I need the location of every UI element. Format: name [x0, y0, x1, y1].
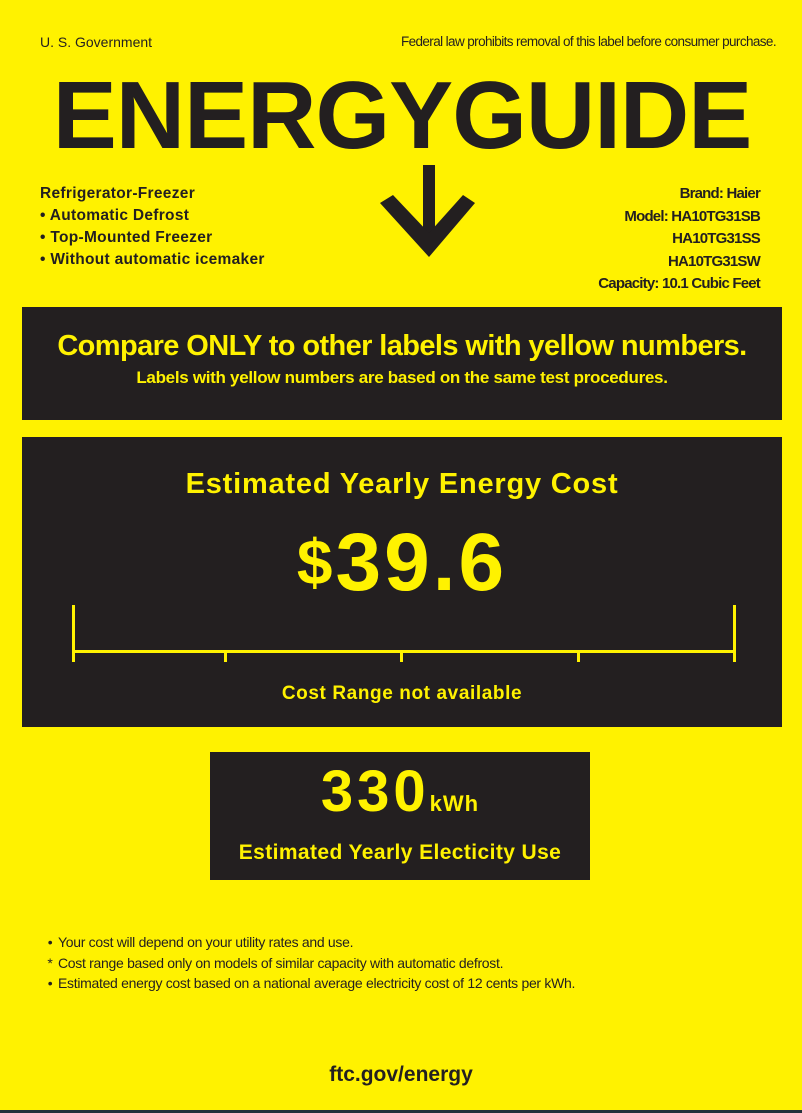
bottom-border — [0, 1110, 802, 1113]
note-item: • Estimated energy cost based on a nation… — [47, 975, 576, 991]
brand: Brand: Haier — [679, 185, 761, 202]
model-info: Brand: Haier Model: HA10TG31SB HA10TG31S… — [598, 183, 761, 296]
product-info: Refrigerator-Freezer • Automatic Defrost… — [40, 183, 265, 271]
model-extra: HA10TG31SS — [672, 230, 761, 247]
us-government-label: U. S. Government — [40, 34, 153, 50]
scale-tick — [224, 650, 227, 662]
cost-heading: Estimated Yearly Energy Cost — [185, 468, 619, 500]
note-item: * Cost range based only on models of simi… — [47, 954, 504, 971]
product-type: Refrigerator-Freezer — [40, 185, 196, 202]
federal-notice: Federal law prohibits removal of this la… — [400, 34, 777, 49]
feature-item: • Without automatic icemaker — [40, 251, 265, 268]
cost-range-scale — [72, 605, 736, 662]
electricity-label: Estimated Yearly Electicity Use — [238, 841, 562, 864]
note-item: • Your cost will depend on your utility r… — [47, 934, 354, 950]
model-extra: HA10TG31SW — [667, 252, 761, 270]
cost-range-note: Cost Range not available — [281, 683, 523, 704]
scale-tick — [577, 650, 580, 662]
cost-value: $39.6 — [296, 517, 508, 608]
feature-item: • Automatic Defrost — [40, 207, 190, 224]
scale-line — [72, 650, 736, 653]
energyguide-title: ENERGYGUIDE — [52, 62, 752, 169]
scale-end-tick — [733, 605, 736, 662]
feature-item: • Top-Mounted Freezer — [40, 229, 213, 246]
compare-box: Compare ONLY to other labels with yellow… — [22, 307, 782, 420]
scale-tick — [400, 650, 403, 662]
compare-subline: Labels with yellow numbers are based on … — [136, 368, 668, 387]
scale-end-tick — [72, 605, 75, 662]
footnotes: • Your cost will depend on your utility r… — [42, 932, 662, 994]
compare-headline: Compare ONLY to other labels with yellow… — [57, 330, 747, 362]
down-arrow-icon — [380, 165, 475, 257]
ftc-link[interactable]: ftc.gov/energy — [329, 1063, 473, 1086]
kwh-value: 330kWh — [320, 759, 480, 824]
electricity-use-box: 330kWh Estimated Yearly Electicity Use — [210, 752, 590, 880]
model: Model: HA10TG31SB — [624, 207, 760, 225]
capacity: Capacity: 10.1 Cubic Feet — [598, 275, 761, 292]
yearly-cost-box: Estimated Yearly Energy Cost $39.6 Cost … — [22, 437, 782, 727]
